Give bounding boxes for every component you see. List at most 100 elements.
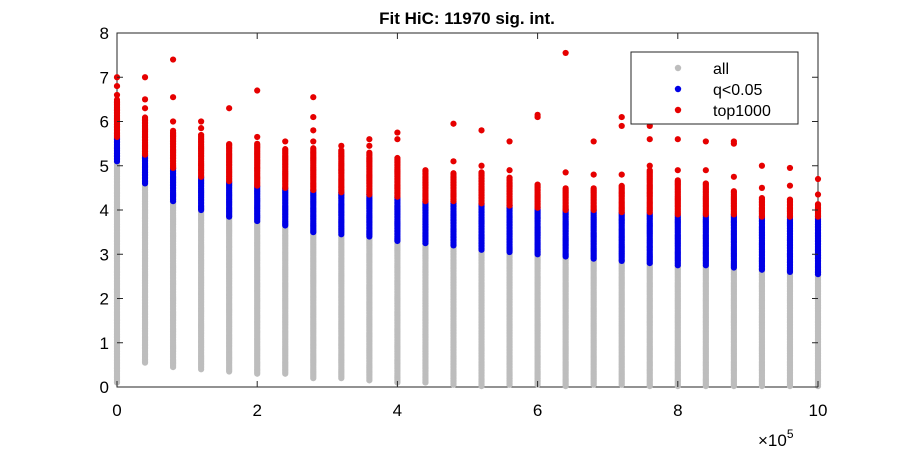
legend-marker [674, 85, 682, 93]
legend-label: top1000 [713, 103, 771, 120]
data-point-outlier [169, 56, 177, 63]
chart-title: Fit HiC: 11970 sig. int. [379, 9, 555, 28]
data-column [338, 189, 345, 238]
data-point [674, 177, 681, 184]
data-column [169, 165, 177, 205]
data-point-outlier [702, 167, 709, 174]
data-column [758, 266, 766, 390]
data-column [226, 213, 233, 375]
data-point-outlier [141, 74, 149, 81]
data-point-outlier [618, 113, 625, 121]
data-point-outlier [450, 120, 457, 127]
data-point-outlier [506, 167, 513, 174]
data-point-outlier [786, 164, 794, 172]
series-all [113, 159, 822, 390]
data-point-outlier [310, 127, 317, 134]
data-point-outlier [113, 91, 121, 99]
data-column [562, 254, 569, 390]
x-axis-exponent: ×105 [758, 427, 794, 450]
data-point-outlier [618, 122, 625, 130]
data-column [394, 194, 401, 245]
data-column [478, 246, 485, 390]
data-column [478, 200, 485, 253]
data-column [394, 129, 401, 200]
data-column [758, 213, 766, 273]
data-point-outlier [450, 158, 457, 165]
data-column [450, 242, 457, 388]
data-point [786, 196, 794, 203]
data-column [198, 174, 205, 214]
y-tick-label: 8 [100, 24, 109, 43]
data-point-outlier [506, 138, 513, 145]
data-point-outlier [674, 167, 681, 174]
data-point [366, 149, 373, 156]
data-column [366, 136, 373, 198]
data-point-outlier [169, 94, 177, 101]
data-point [506, 174, 513, 181]
data-column [590, 256, 597, 388]
data-column [730, 265, 737, 390]
data-point [169, 127, 177, 134]
y-tick-label: 1 [100, 334, 109, 353]
data-point-outlier [141, 96, 149, 103]
data-column [618, 257, 625, 388]
data-column [310, 187, 317, 236]
data-point-outlier [169, 118, 177, 125]
data-column [786, 269, 794, 390]
data-point [198, 131, 205, 139]
data-column [282, 185, 289, 229]
legend-label: all [713, 61, 729, 78]
data-column [590, 207, 597, 262]
data-point [450, 170, 457, 177]
data-column [702, 262, 709, 390]
data-point-outlier [730, 173, 737, 180]
data-point-outlier [338, 142, 345, 149]
data-column [562, 206, 569, 260]
data-column [730, 211, 737, 271]
y-tick-label: 5 [100, 157, 109, 176]
data-point [730, 188, 737, 195]
data-point [254, 140, 261, 147]
data-point-outlier [141, 105, 149, 112]
data-point-outlier [730, 138, 737, 145]
data-point-outlier [786, 182, 794, 189]
data-point [394, 154, 401, 162]
data-column [422, 198, 429, 247]
data-column [198, 118, 205, 180]
data-point-outlier [366, 136, 373, 143]
data-point-outlier [310, 113, 317, 121]
data-column [113, 74, 121, 141]
data-point-outlier [646, 136, 653, 143]
data-column [646, 260, 653, 390]
data-column [422, 167, 429, 205]
data-point-outlier [394, 129, 401, 136]
data-column [646, 210, 653, 267]
x-tick-label: 2 [252, 401, 261, 420]
legend-marker [674, 106, 682, 114]
data-point [590, 185, 597, 192]
data-column [338, 232, 345, 382]
data-point-outlier [702, 138, 709, 145]
data-point-outlier [478, 162, 485, 169]
data-column [506, 202, 513, 256]
data-point [141, 114, 149, 121]
data-point-outlier [198, 125, 205, 132]
data-point-outlier [366, 142, 373, 149]
data-column [422, 240, 429, 386]
data-column [254, 183, 261, 225]
data-point [478, 169, 485, 176]
data-column [814, 271, 822, 390]
data-column [198, 208, 205, 373]
data-column [618, 209, 625, 264]
data-column [702, 212, 709, 269]
data-column [786, 214, 794, 276]
data-column [113, 159, 121, 386]
y-tick-label: 4 [100, 201, 109, 220]
data-column [814, 213, 822, 278]
data-column [534, 204, 541, 258]
data-marks [113, 49, 822, 390]
y-tick-label: 0 [100, 378, 109, 397]
data-column [394, 238, 401, 386]
data-point-outlier [814, 191, 822, 198]
data-point-outlier [478, 127, 485, 134]
